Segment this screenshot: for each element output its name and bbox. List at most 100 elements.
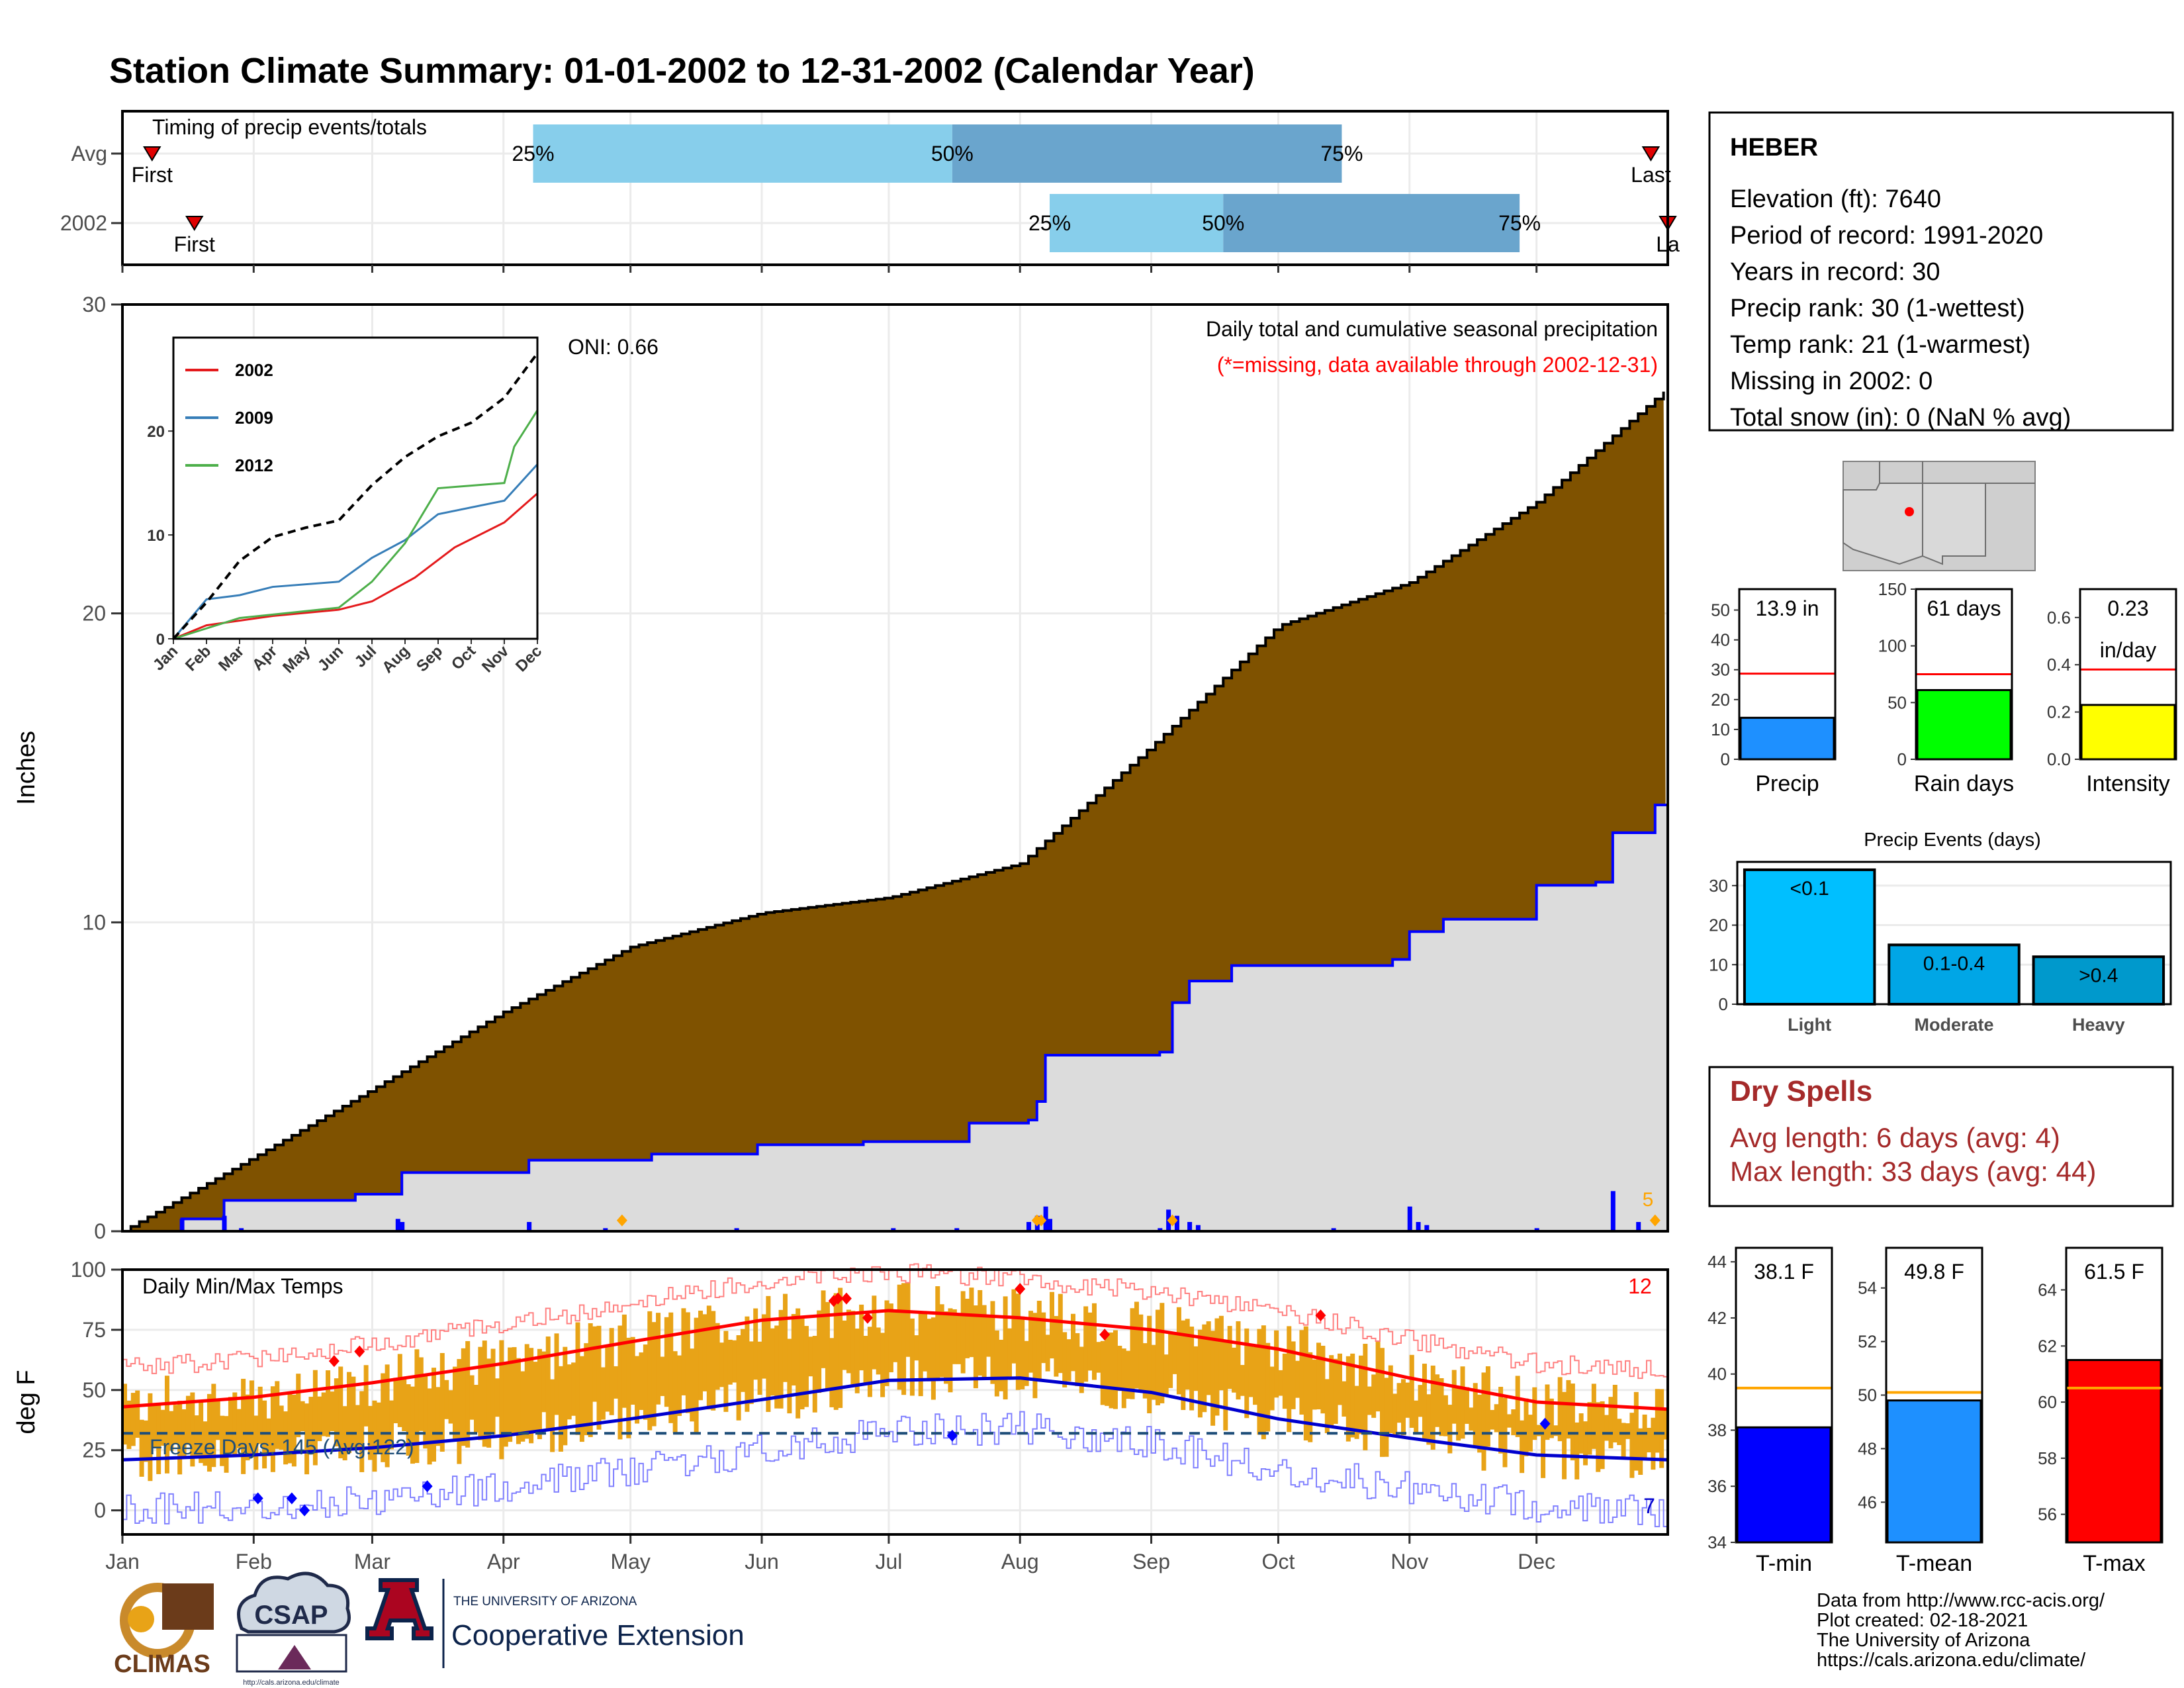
daily-temp-bar xyxy=(681,1308,686,1395)
inset-ytick-label: 20 xyxy=(147,423,165,441)
daily-temp-bar xyxy=(482,1340,487,1447)
daily-temp-bar xyxy=(1583,1421,1588,1466)
daily-temp-bar xyxy=(1269,1366,1275,1411)
events-bar-value: 0.1-0.4 xyxy=(1923,953,1985,974)
daily-temp-bar xyxy=(1379,1348,1385,1457)
daily-temp-bar xyxy=(355,1405,360,1449)
record-high-count: 12 xyxy=(1628,1274,1652,1298)
timing-p25-label: 25% xyxy=(512,142,555,165)
daily-temp-bar xyxy=(596,1325,602,1430)
daily-temp-bar xyxy=(1392,1393,1398,1437)
snow-marker xyxy=(1036,1214,1047,1227)
daily-temp-bar xyxy=(215,1399,220,1440)
timing-p75-label: 75% xyxy=(1498,211,1541,235)
mini-value-label: 61 days xyxy=(1927,596,2001,620)
timing-bar-dark xyxy=(952,124,1342,183)
daily-temp-bar xyxy=(1384,1378,1389,1457)
daily-temp-bar xyxy=(300,1401,305,1432)
daily-temp-bar xyxy=(452,1366,457,1441)
daily-temp-bar xyxy=(1439,1378,1444,1436)
station-info-line: Missing in 2002: 0 xyxy=(1730,367,1933,395)
daily-temp-bar xyxy=(1248,1346,1253,1397)
daily-temp-bar xyxy=(575,1322,580,1435)
daily-temp-bar xyxy=(1172,1333,1177,1374)
mini-chart-label: Intensity xyxy=(2086,771,2170,796)
inset-bg xyxy=(173,338,537,639)
daily-temp-bar xyxy=(296,1374,301,1438)
precip-ytick-label: 0 xyxy=(94,1219,106,1243)
daily-temp-bar xyxy=(897,1284,902,1390)
daily-temp-bar xyxy=(160,1409,165,1446)
events-bar-heavy xyxy=(2032,955,2165,1006)
daily-temp-bar xyxy=(1218,1315,1224,1391)
footer-line: Data from http://www.rcc-acis.org/ xyxy=(1817,1590,2105,1611)
tempbar-ytick-label: 60 xyxy=(2038,1392,2057,1412)
daily-temp-bar xyxy=(656,1313,661,1405)
climas-logo-shape xyxy=(162,1583,214,1630)
daily-temp-bar xyxy=(626,1337,631,1438)
daily-temp-bar xyxy=(1633,1391,1639,1471)
daily-temp-bar xyxy=(749,1341,754,1404)
precip-subtitle: (*=missing, data available through 2002-… xyxy=(1217,353,1658,377)
record-low-marker xyxy=(422,1480,433,1493)
daily-temp-bar xyxy=(389,1400,394,1450)
daily-temp-bar xyxy=(1181,1320,1186,1411)
freeze-days-label: Freeze Days: 145 (Avg:122) xyxy=(150,1435,414,1459)
daily-temp-bar xyxy=(1105,1332,1110,1406)
daily-temp-bar xyxy=(257,1386,263,1444)
daily-temp-bar xyxy=(177,1401,183,1475)
tempbar-ytick-label: 58 xyxy=(2038,1448,2057,1468)
inset-series-avg xyxy=(172,352,539,640)
tempbar-ytick-label: 62 xyxy=(2038,1336,2057,1356)
daily-temp-bar xyxy=(1342,1381,1347,1417)
mini-value-label: 0.23 xyxy=(2107,596,2148,620)
precip-title: Daily total and cumulative seasonal prec… xyxy=(1206,317,1658,341)
daily-temp-bar xyxy=(236,1409,242,1448)
daily-temp-bar xyxy=(643,1344,648,1420)
daily-temp-bar xyxy=(960,1291,966,1374)
daily-temp-bar xyxy=(253,1415,259,1470)
tempbar-ytick-label: 34 xyxy=(1707,1532,1727,1552)
daily-temp-bar xyxy=(1011,1289,1017,1364)
daily-temp-bar xyxy=(774,1325,780,1409)
daily-temp-bar xyxy=(706,1305,711,1410)
daily-temp-bar xyxy=(1320,1346,1326,1414)
daily-temp-bar xyxy=(381,1373,386,1462)
daily-precip-bar xyxy=(1026,1222,1032,1231)
daily-temp-bar xyxy=(275,1381,280,1449)
daily-temp-bar xyxy=(1388,1365,1393,1434)
precip-ytick-label: 10 xyxy=(82,910,106,934)
daily-temp-bar xyxy=(884,1300,889,1386)
daily-temp-bar xyxy=(1117,1346,1122,1391)
csap-logo-text: CSAP xyxy=(254,1601,328,1630)
tempbar-border xyxy=(2065,1246,2163,1544)
daily-temp-bar xyxy=(1236,1321,1241,1400)
mini-bar-precip xyxy=(1739,716,1835,761)
daily-temp-bar xyxy=(241,1378,246,1474)
daily-temp-bar xyxy=(558,1366,563,1452)
daily-temp-bar xyxy=(1193,1346,1199,1391)
daily-temp-bar xyxy=(999,1339,1004,1391)
daily-temp-bar xyxy=(1130,1308,1135,1399)
mini-ytick-label: 0 xyxy=(1721,749,1730,769)
dry-spells-avg: Avg length: 6 days (avg: 4) xyxy=(1730,1122,2060,1153)
daily-temp-bar xyxy=(220,1415,225,1466)
climas-logo-text: CLIMAS xyxy=(114,1650,210,1678)
daily-temp-bar xyxy=(1253,1346,1258,1405)
record-high-marker xyxy=(1099,1329,1111,1341)
daily-temp-bar xyxy=(1494,1404,1499,1432)
ua-logo-a xyxy=(365,1578,433,1640)
page-title: Station Climate Summary: 01-01-2002 to 1… xyxy=(109,51,1255,91)
precip-events-chart: Precip Events (days) <0.1 Light 0.1-0.4 Mode… xyxy=(1709,829,2172,1035)
timing-bar-dark xyxy=(1223,194,1520,252)
ua-logo-small-text: THE UNIVERSITY OF ARIZONA xyxy=(453,1595,637,1609)
daily-temp-bar xyxy=(1308,1352,1313,1442)
daily-temp-bar xyxy=(427,1388,432,1465)
daily-temp-bar xyxy=(541,1351,547,1413)
record-low-marker xyxy=(286,1492,297,1505)
daily-temp-bar xyxy=(1527,1415,1533,1452)
mini-ytick-label: 50 xyxy=(1711,600,1730,620)
daily-temp-bar xyxy=(948,1308,953,1393)
daily-temp-bar xyxy=(969,1288,974,1358)
